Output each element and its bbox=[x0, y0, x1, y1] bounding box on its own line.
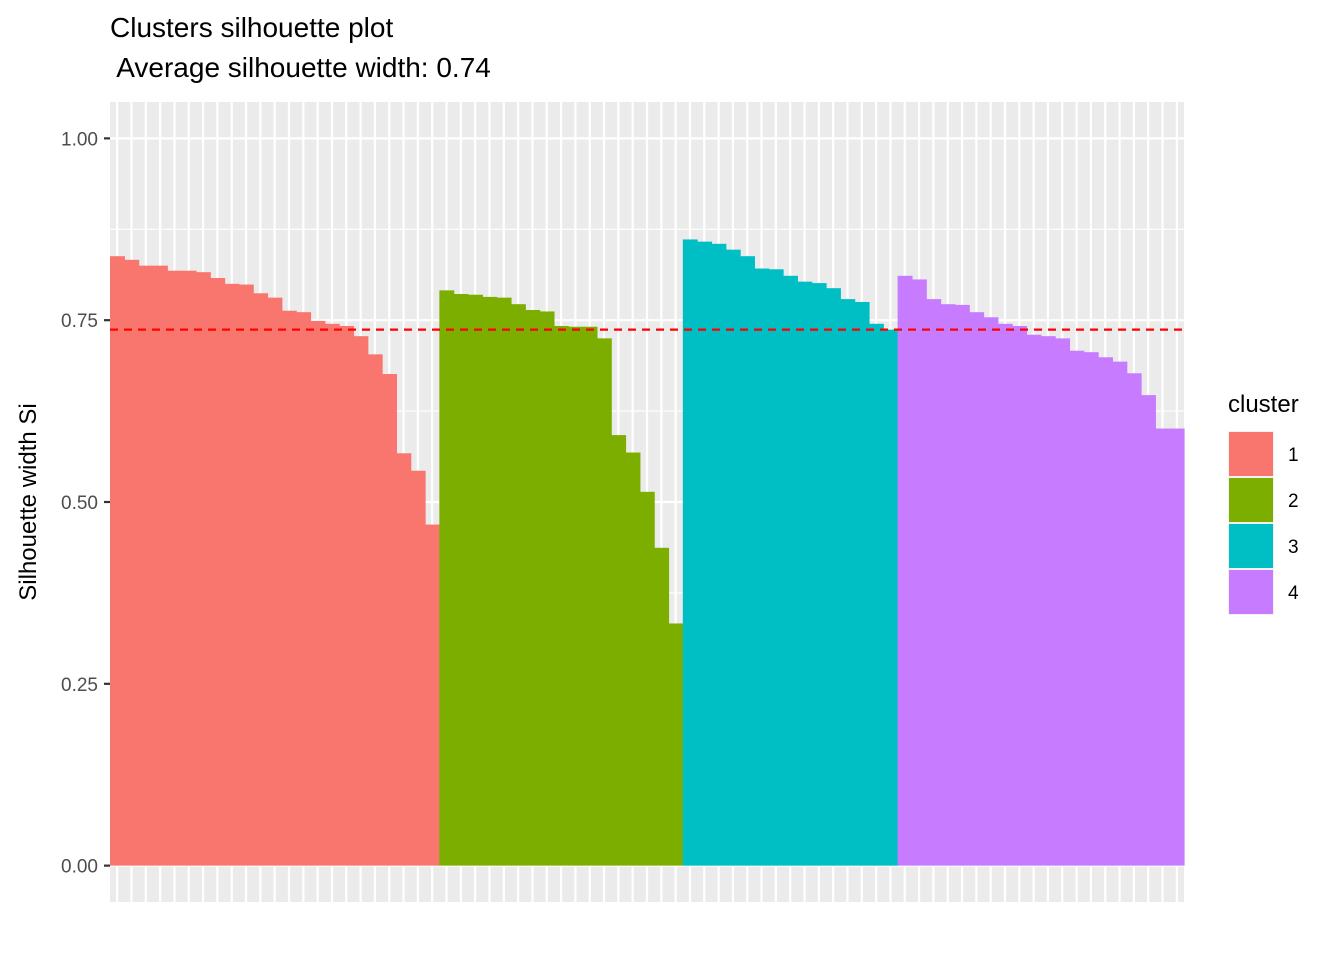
bar-cluster-1 bbox=[310, 320, 326, 866]
bar-cluster-4 bbox=[911, 279, 927, 866]
legend-label: 3 bbox=[1288, 537, 1299, 558]
y-axis-label: Silhouette width Si bbox=[15, 403, 42, 600]
y-axis: 0.00 0.25 0.50 0.75 1.00 bbox=[61, 129, 110, 878]
bar-cluster-2 bbox=[639, 491, 655, 866]
bar-cluster-4 bbox=[983, 317, 999, 866]
bar-cluster-3 bbox=[826, 288, 841, 866]
bar-cluster-1 bbox=[382, 374, 397, 866]
bar-cluster-1 bbox=[267, 297, 283, 866]
bar-cluster-1 bbox=[339, 326, 355, 866]
bar-cluster-1 bbox=[238, 284, 254, 866]
bar-cluster-1 bbox=[224, 283, 240, 866]
bar-cluster-4 bbox=[1026, 334, 1042, 866]
bar-cluster-2 bbox=[611, 435, 627, 866]
bar-cluster-4 bbox=[969, 312, 985, 866]
bar-cluster-4 bbox=[997, 323, 1013, 866]
bar-cluster-3 bbox=[783, 275, 798, 866]
bar-cluster-2 bbox=[568, 326, 584, 866]
bar-cluster-4 bbox=[1126, 373, 1142, 866]
bar-cluster-2 bbox=[582, 326, 598, 866]
bar-cluster-2 bbox=[553, 326, 569, 866]
bar-cluster-4 bbox=[1083, 352, 1099, 866]
bar-cluster-1 bbox=[181, 270, 197, 866]
chart-title: Clusters silhouette plot bbox=[110, 12, 393, 43]
legend-swatch bbox=[1229, 432, 1273, 476]
legend-label: 2 bbox=[1288, 491, 1299, 512]
bar-cluster-2 bbox=[453, 294, 469, 866]
bar-cluster-1 bbox=[281, 310, 297, 866]
bar-cluster-2 bbox=[654, 547, 670, 866]
bar-cluster-2 bbox=[625, 452, 641, 866]
bar-cluster-4 bbox=[954, 304, 970, 866]
bar-cluster-1 bbox=[253, 293, 269, 866]
bar-cluster-4 bbox=[926, 299, 942, 866]
bar-cluster-4 bbox=[1141, 395, 1156, 866]
bar-cluster-1 bbox=[195, 272, 211, 866]
legend-label: 4 bbox=[1288, 583, 1299, 604]
bar-cluster-2 bbox=[496, 297, 512, 866]
bar-cluster-3 bbox=[811, 283, 827, 866]
bar-cluster-4 bbox=[1069, 350, 1085, 866]
bar-cluster-1 bbox=[367, 354, 383, 866]
legend-label: 1 bbox=[1288, 445, 1299, 466]
bar-cluster-3 bbox=[883, 329, 899, 866]
legend-swatch bbox=[1229, 524, 1273, 568]
bar-cluster-3 bbox=[868, 323, 884, 866]
bar-cluster-3 bbox=[711, 243, 727, 866]
bar-cluster-1 bbox=[124, 259, 140, 866]
bar-cluster-4 bbox=[1098, 357, 1113, 866]
legend-swatch bbox=[1229, 570, 1273, 614]
legend-swatch bbox=[1229, 478, 1273, 522]
bar-cluster-2 bbox=[596, 338, 612, 866]
bar-cluster-3 bbox=[682, 239, 698, 866]
bar-cluster-1 bbox=[152, 265, 168, 866]
bar-cluster-3 bbox=[840, 299, 856, 866]
y-tick-label: 0.25 bbox=[61, 675, 98, 696]
bar-cluster-4 bbox=[1169, 428, 1185, 866]
y-tick-label: 1.00 bbox=[61, 129, 98, 150]
bar-cluster-1 bbox=[425, 524, 440, 866]
bar-cluster-4 bbox=[1040, 336, 1056, 866]
bar-cluster-1 bbox=[324, 323, 340, 866]
bar-cluster-2 bbox=[525, 310, 541, 866]
bar-cluster-2 bbox=[539, 311, 555, 866]
legend-title: cluster bbox=[1228, 391, 1299, 418]
bar-cluster-1 bbox=[396, 453, 412, 866]
bar-cluster-1 bbox=[353, 336, 369, 866]
bar-cluster-4 bbox=[940, 304, 956, 866]
chart-subtitle: Average silhouette width: 0.74 bbox=[110, 52, 491, 83]
bar-cluster-4 bbox=[1155, 428, 1171, 866]
bar-cluster-1 bbox=[110, 256, 125, 866]
bar-cluster-3 bbox=[697, 241, 713, 866]
bar-cluster-4 bbox=[897, 275, 913, 866]
bar-cluster-2 bbox=[482, 296, 498, 866]
bar-cluster-3 bbox=[854, 302, 870, 866]
y-tick-label: 0.50 bbox=[61, 493, 98, 514]
bar-cluster-1 bbox=[296, 312, 312, 866]
y-tick-label: 0.75 bbox=[61, 311, 98, 332]
bar-cluster-2 bbox=[439, 290, 455, 866]
legend: cluster 1 2 3 4 bbox=[1228, 391, 1299, 615]
bar-cluster-2 bbox=[668, 623, 684, 866]
bar-cluster-2 bbox=[510, 304, 526, 866]
bar-cluster-3 bbox=[725, 249, 741, 866]
bar-cluster-4 bbox=[1112, 361, 1128, 866]
bar-cluster-4 bbox=[1012, 326, 1028, 866]
bar-cluster-4 bbox=[1055, 338, 1071, 866]
y-tick-label: 0.00 bbox=[61, 857, 98, 878]
bar-cluster-3 bbox=[740, 256, 755, 866]
bar-cluster-3 bbox=[797, 281, 813, 866]
bar-cluster-3 bbox=[768, 269, 784, 866]
bar-cluster-2 bbox=[468, 294, 483, 866]
bar-cluster-1 bbox=[210, 278, 226, 866]
bar-cluster-1 bbox=[138, 265, 154, 866]
bar-cluster-3 bbox=[754, 268, 770, 866]
silhouette-bars bbox=[110, 239, 1185, 866]
bar-cluster-1 bbox=[410, 470, 426, 866]
bar-cluster-1 bbox=[167, 270, 183, 866]
